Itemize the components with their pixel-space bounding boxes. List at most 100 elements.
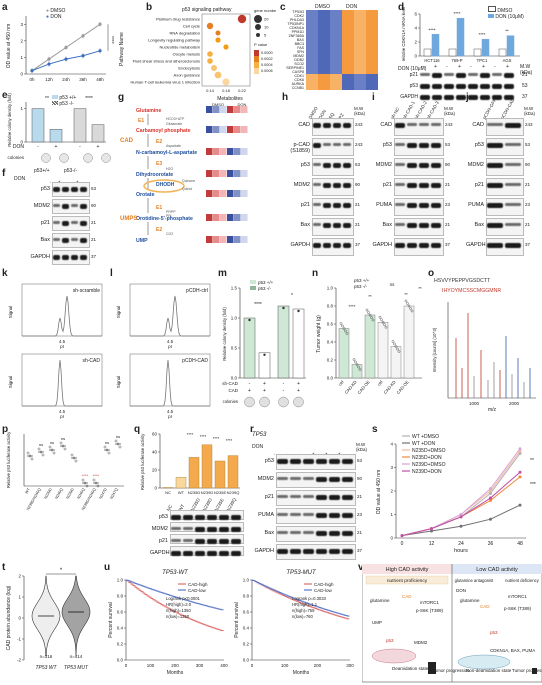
panel-b-colorbar-seg (254, 50, 259, 56)
panel-s-xtick: 24 (458, 541, 464, 547)
panel-c-cell (366, 26, 378, 30)
panel-o-xtick: 1000 (469, 401, 480, 406)
blot-row-label: p53 (40, 186, 50, 192)
panel-g-heat-cell (220, 106, 227, 113)
blot-mw: 90 (355, 182, 361, 187)
blot-band (487, 123, 503, 126)
panel-s-xtick: 12 (429, 541, 435, 547)
panel-s-ylabel: OD value at 450 nm (376, 470, 382, 514)
cief-trace (130, 359, 210, 407)
blot-band (505, 163, 521, 166)
panel-u-stat: n(high)=759 (292, 608, 315, 613)
panel-c-cell (342, 66, 354, 70)
panel-c-cell (318, 10, 330, 14)
panel-g-heat-cell (206, 236, 213, 243)
blot-band (316, 477, 327, 482)
panel-c-cell (306, 22, 318, 26)
panel-b-pathway-label: Cell cycle (183, 24, 201, 29)
panel-v-left-title: High CAD activity (386, 567, 429, 573)
panel-n-ytick-label: 0.0 (327, 376, 334, 381)
panel-g-heat-cell (213, 170, 220, 177)
panel-c-cell (318, 54, 330, 58)
panel-v-left-label: glutamine (370, 598, 390, 603)
panel-a-ytick-label: 1 (20, 55, 23, 60)
blot-mw: 21 (357, 530, 363, 535)
panel-n-bar (351, 364, 363, 379)
panel-c-cell (318, 34, 330, 38)
panel-c-cell (330, 78, 342, 82)
panel-c-cell (354, 74, 366, 78)
blot-band (323, 243, 331, 248)
panel-g-cofactor: H2O (166, 167, 173, 171)
panel-g-cofactor: Quinone (182, 179, 195, 183)
panel-d-ytick-label: 4 (414, 26, 417, 31)
blot-band (277, 549, 288, 554)
panel-m-legend-ko: p53 -/- (258, 286, 272, 291)
panel-u-legend-label: CAD-high (314, 582, 334, 587)
panel-d-blot-label: p21 (409, 72, 418, 78)
blot-band (313, 203, 321, 206)
blot-band (71, 255, 78, 260)
panel-e-xtick: - (79, 144, 81, 150)
panel-b-colorbar-label: 0.0004 (261, 63, 273, 67)
panel-u-legend-label: CAD-low (188, 588, 207, 593)
blot-band (431, 143, 441, 148)
panel-e-bar (91, 124, 105, 143)
panel-b-pathway-label: Fluid shear stress and atherosclerosis (133, 59, 200, 64)
panel-c-cell (306, 10, 318, 14)
blot-band (333, 123, 341, 128)
panel-d-sig: ** (505, 29, 509, 34)
panel-b-pathway-label: Axon guidance (174, 73, 201, 78)
blot-row-label: p21 (158, 538, 168, 544)
panel-p-point (81, 478, 85, 482)
panel-d-bar (456, 17, 465, 57)
panel-c-cell (342, 26, 354, 30)
blot-mw: 23 (525, 202, 531, 207)
panel-v-right-label: Non-deamidation state (466, 668, 512, 673)
panel-s-point (489, 496, 492, 500)
panel-t-n: n=316 (40, 654, 53, 659)
blot-band (407, 223, 417, 228)
cief-frame (21, 353, 103, 407)
panel-d-sig: **** (453, 11, 460, 16)
panel-v-right-tumor-bar (532, 668, 537, 674)
panel-b-dot (215, 37, 221, 43)
panel-b-colorbar-label: 0.0002 (261, 57, 273, 61)
panel-label-f: f (2, 168, 6, 179)
panel-u-ytick-label: 0.6 (117, 610, 124, 615)
panel-d-band (468, 84, 478, 89)
blot-band (303, 549, 314, 554)
blot-band (219, 551, 229, 556)
panel-g-heat-cell (206, 148, 213, 155)
blot-band (333, 203, 341, 208)
panel-r-blot: ---+++M.W (kDa)p5353MDM290p2121PUMA23Bax… (252, 428, 367, 560)
blot-band (231, 551, 241, 556)
panel-p-chart: Relative p53 luciferase activityWTN239D/… (6, 431, 124, 511)
panel-c-cell (366, 82, 378, 86)
panel-g-dhodh-ring (143, 179, 185, 193)
panel-c-cell (342, 58, 354, 62)
blot-band (53, 221, 60, 224)
blot-strip (486, 158, 524, 176)
blot-band (80, 204, 87, 209)
panel-a-chart: 0 1 2 3 OD value at 450 nm 0h 12h 24h 36h 48h **** (6, 16, 114, 82)
panel-c-cell (330, 70, 342, 74)
panel-n-bar (364, 314, 376, 379)
panel-b-colorbar-label: 0.0000 (261, 51, 273, 55)
panel-c-cell (306, 62, 318, 66)
panel-m-ytick-label: 0.5 (231, 346, 238, 351)
panel-c-cell (354, 14, 366, 18)
panel-n-sig: ns (390, 282, 396, 287)
panel-c-cell (354, 22, 366, 26)
panel-a-ytick-label: 0 (20, 72, 23, 77)
panel-e-xtick: - (37, 144, 39, 150)
panel-d-mw: 53 (522, 83, 528, 89)
blot-band (505, 123, 521, 128)
panel-c-group-dmso: DMSO (315, 4, 330, 10)
panel-c-cell (306, 30, 318, 34)
blot-band (431, 243, 441, 248)
panel-label-e: e (2, 90, 8, 101)
panel-s-point (518, 503, 522, 507)
blot-mw: 21 (355, 202, 361, 207)
blot-row-label: MDM2 (33, 203, 50, 209)
